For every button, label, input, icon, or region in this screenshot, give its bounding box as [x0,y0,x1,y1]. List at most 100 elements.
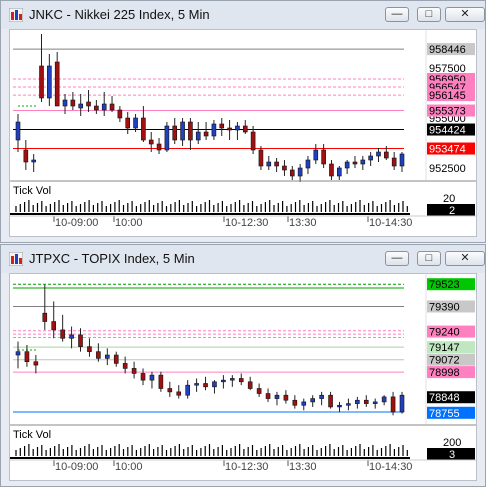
candle-body [51,321,57,331]
window-title: JTPXC - TOPIX Index, 5 Min [29,251,195,266]
candle-body [33,361,39,366]
candle-body [399,394,405,413]
candle-body [230,378,235,381]
minimize-button[interactable]: — [385,7,409,22]
candle-body [292,399,298,406]
candle-body [344,161,350,169]
candle-body [133,117,138,129]
candle-body [60,329,65,339]
candle-body [319,394,324,399]
candle-body [250,131,256,151]
candle-body [376,151,381,157]
close-button[interactable]: ✕ [445,7,485,22]
title-bar[interactable]: JNKC - Nikkei 225 Index, 5 Min — □ ✕ [1,1,485,29]
candle-body [194,383,199,386]
x-tick-label: 10-14:30 [369,217,412,229]
x-tick-label: 10-09:00 [55,217,98,229]
price-label: 78755 [429,408,460,420]
x-tick-label: 10-09:00 [55,461,98,473]
maximize-button[interactable]: □ [417,251,441,266]
volume-value-box [427,204,475,216]
candle-body [195,131,201,141]
candle-body [203,383,208,388]
candle-body [363,399,369,404]
chart-app-icon [9,252,23,266]
candle-body [188,121,193,141]
price-label-box [427,278,475,291]
x-tick-label: 13:30 [289,217,317,229]
price-label-box [427,341,475,354]
candle-body [122,363,128,369]
candle-body [274,161,279,167]
candle-body [180,121,185,141]
candle-body [384,151,389,159]
candle-body [256,388,262,394]
title-bar[interactable]: JTPXC - TOPIX Index, 5 Min — □ ✕ [1,245,485,273]
candle-body [185,384,190,396]
candle-body [390,396,396,413]
candle-body [141,117,146,141]
candle-body [235,125,240,131]
candle-body [321,149,326,165]
price-label: 953474 [429,144,466,156]
candle-body [23,149,29,163]
candle-body [360,159,366,165]
candle-body [176,391,182,396]
candle-body [113,354,119,364]
price-label: 79072 [429,355,460,367]
candle-body [94,105,99,111]
chart-pane[interactable]: 79523 79390 79240 79147 79072 78998 78848 78755… [9,273,477,481]
volume-label: Tick Vol [13,185,51,197]
candle-body [399,153,405,167]
x-tick-label: 10-12:30 [225,217,268,229]
candle-body [69,334,74,339]
price-label: 79240 [429,327,460,339]
price-label-box [427,325,475,338]
close-button[interactable]: ✕ [445,251,485,266]
candle-body [258,149,264,167]
price-label-box [427,123,475,136]
topix-chart-window: JTPXC - TOPIX Index, 5 Min — □ ✕ 79523 79… [0,244,486,487]
maximize-button[interactable]: □ [417,7,441,22]
candle-body [238,378,244,383]
candle-body [140,373,146,381]
price-label: 79523 [429,279,460,291]
candle-body [310,398,315,403]
candle-body [203,131,209,137]
price-label: 958446 [429,44,466,56]
minimize-button[interactable]: — [385,251,409,266]
candle-body [242,125,248,133]
candle-body [381,396,387,403]
candle-body [54,61,60,107]
volume-label: Tick Vol [13,429,51,441]
candle-body [352,161,358,165]
price-label-box [427,89,475,102]
candle-body [101,103,107,111]
candle-body [31,159,36,163]
candle-body [212,381,217,388]
candle-body [265,393,271,399]
x-tick-label: 10-14:30 [369,461,412,473]
candle-body [149,374,155,381]
chart-pane[interactable]: 957500 955000 952500 958446 956950 956547 9561… [9,29,477,237]
volume-value-box [427,448,475,460]
candle-body [156,143,162,151]
price-label-box [427,142,475,155]
price-label-box [427,104,475,117]
price-label: 954424 [429,125,466,137]
candle-body [329,163,334,177]
candle-body [24,351,30,363]
candle-body [301,401,307,406]
price-label-box [427,391,475,404]
candle-body [282,165,287,171]
candle-body [283,394,289,401]
candle-body [15,121,21,141]
price-chart[interactable]: 9575009550009525009584469569509565479561… [10,30,476,236]
candle-body [221,379,226,383]
candle-body [42,312,48,322]
candle-body [337,404,342,408]
candle-body [86,101,91,107]
price-label-box [427,353,475,366]
candle-body [289,169,295,177]
